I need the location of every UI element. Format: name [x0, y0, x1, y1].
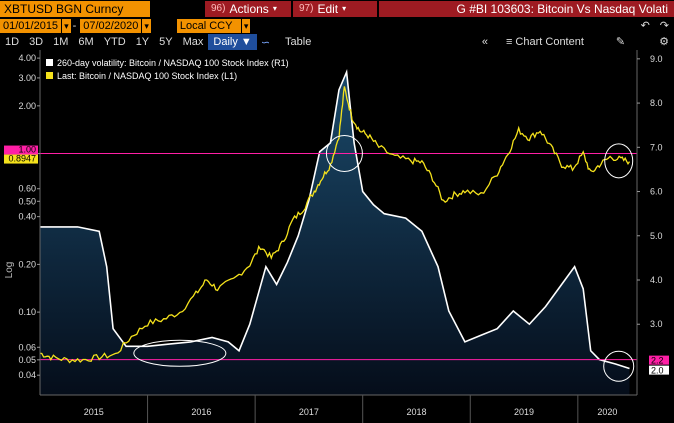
left-tick-label: 4.00 — [18, 53, 36, 63]
end-date-dropdown[interactable]: ▾ — [142, 19, 151, 33]
settings-gear-icon[interactable]: ⚙ — [659, 36, 669, 48]
end-date-field[interactable]: 07/02/2020 — [80, 19, 142, 33]
period-button[interactable]: 5Y — [159, 36, 173, 48]
x-tick-label: 2016 — [191, 407, 211, 417]
right-tick-label: 3.0 — [650, 319, 663, 329]
period-toolbar: 1D 3D 1M 6M YTD 1Y 5Y Max Daily ▼ ∽ Tabl… — [0, 34, 674, 50]
left-tick-label: 0.05 — [18, 355, 36, 365]
collapse-icon[interactable]: « — [481, 36, 488, 48]
right-tick-label: 6.0 — [650, 187, 663, 197]
start-date-field[interactable]: 01/01/2015 — [0, 19, 62, 33]
actions-label: Actions — [229, 2, 269, 16]
x-tick-label: 2020 — [597, 407, 617, 417]
volatility-line — [40, 68, 630, 370]
date-separator: - — [72, 20, 77, 32]
chart-content-button[interactable]: ≡ Chart Content — [505, 36, 584, 48]
right-tick-label: 7.0 — [650, 142, 663, 152]
period-button[interactable]: 1M — [53, 36, 69, 48]
legend: 260-day volatility: Bitcoin / NASDAQ 100… — [42, 53, 338, 83]
period-button[interactable]: YTD — [103, 36, 126, 48]
x-tick-label: 2019 — [514, 407, 534, 417]
ticker-field[interactable]: XBTUSD BGN Curncy — [0, 1, 150, 17]
actions-hotkey: 96) — [211, 3, 226, 14]
legend-swatch-volatility — [46, 59, 53, 66]
frequency-select[interactable]: Daily ▼ — [208, 34, 257, 50]
dropdown-icon: ▾ — [272, 4, 277, 13]
right-last-value: 2.0 — [651, 366, 664, 376]
left-tick-label: 0.20 — [18, 259, 36, 269]
edit-pencil-icon[interactable]: ✎ — [615, 36, 626, 48]
left-ref-value: 1.00 — [18, 145, 36, 155]
window-title: G #BI 103603: Bitcoin Vs Nasdaq Volati — [379, 1, 674, 17]
date-range-bar: 01/01/2015 ▾ - 07/02/2020 ▾ Local CCY ▾ … — [0, 18, 674, 34]
edit-hotkey: 97) — [299, 3, 314, 14]
actions-button[interactable]: 96) Actions ▾ — [205, 1, 291, 17]
left-tick-label: 0.40 — [18, 212, 36, 222]
redo-icon[interactable]: ↷ — [659, 20, 669, 32]
left-tick-label: 2.00 — [18, 101, 36, 111]
right-last-marker — [649, 365, 669, 375]
x-tick-label: 2015 — [84, 407, 104, 417]
period-button[interactable]: 6M — [78, 36, 94, 48]
start-date-dropdown[interactable]: ▾ — [62, 19, 71, 33]
legend-label-ratio: Last: Bitcoin / NASDAQ 100 Stock Index (… — [57, 71, 237, 81]
legend-swatch-ratio — [46, 72, 53, 79]
x-tick-label: 2017 — [299, 407, 319, 417]
period-button[interactable]: 1D — [5, 36, 20, 48]
right-ref-value: 2.2 — [651, 356, 664, 366]
edit-button[interactable]: 97) Edit ▾ — [293, 1, 377, 17]
x-tick-label: 2018 — [406, 407, 426, 417]
period-button[interactable]: 1Y — [135, 36, 150, 48]
left-tick-label: 3.00 — [18, 73, 36, 83]
left-tick-label: 0.50 — [18, 196, 36, 206]
currency-select[interactable]: Local CCY — [176, 19, 241, 33]
legend-label-volatility: 260-day volatility: Bitcoin / NASDAQ 100… — [57, 58, 289, 68]
right-tick-label: 5.0 — [650, 231, 663, 241]
undo-icon[interactable]: ↶ — [640, 20, 650, 32]
annotation-circle — [133, 339, 227, 367]
right-tick-label: 8.0 — [650, 98, 663, 108]
left-tick-label: 0.10 — [18, 307, 36, 317]
left-axis-label: Log — [4, 262, 15, 279]
line-chart-icon[interactable]: ∽ — [260, 36, 271, 49]
frequency-label: Daily — [213, 36, 238, 48]
title-bar: XBTUSD BGN Curncy 96) Actions ▾ 97) Edit… — [0, 0, 674, 18]
left-tick-label: 0.04 — [18, 370, 36, 380]
volatility-area — [40, 72, 630, 395]
chart-content-label: Chart Content — [515, 36, 584, 48]
left-tick-label: 0.60 — [18, 184, 36, 194]
chart-area: 4.00 3.00 2.00 1.00 0.60 0.50 0.40 0.20 0.10 0.06… — [4, 50, 669, 423]
left-ref-marker — [4, 145, 38, 155]
currency-dropdown[interactable]: ▾ — [241, 19, 251, 33]
axes-group: 4.00 3.00 2.00 1.00 0.60 0.50 0.40 0.20 0.10 0.06… — [4, 50, 669, 423]
annotation-circle — [603, 350, 635, 382]
annotation-circle — [325, 135, 363, 173]
ratio-line — [40, 86, 631, 364]
left-last-marker — [4, 154, 38, 164]
right-tick-label: 4.0 — [650, 275, 663, 285]
left-last-value: 0.8947 — [8, 154, 36, 164]
right-tick-label: 9.0 — [650, 54, 663, 64]
left-tick-label: 0.06 — [18, 342, 36, 352]
edit-label: Edit — [317, 2, 339, 16]
plot-region — [40, 50, 637, 395]
annotation-circle — [604, 143, 634, 179]
period-button[interactable]: Max — [182, 36, 204, 48]
dropdown-icon: ▾ — [342, 4, 347, 13]
period-button[interactable]: 3D — [29, 36, 44, 48]
table-button[interactable]: Table — [285, 36, 312, 48]
right-ref-marker — [649, 355, 669, 365]
